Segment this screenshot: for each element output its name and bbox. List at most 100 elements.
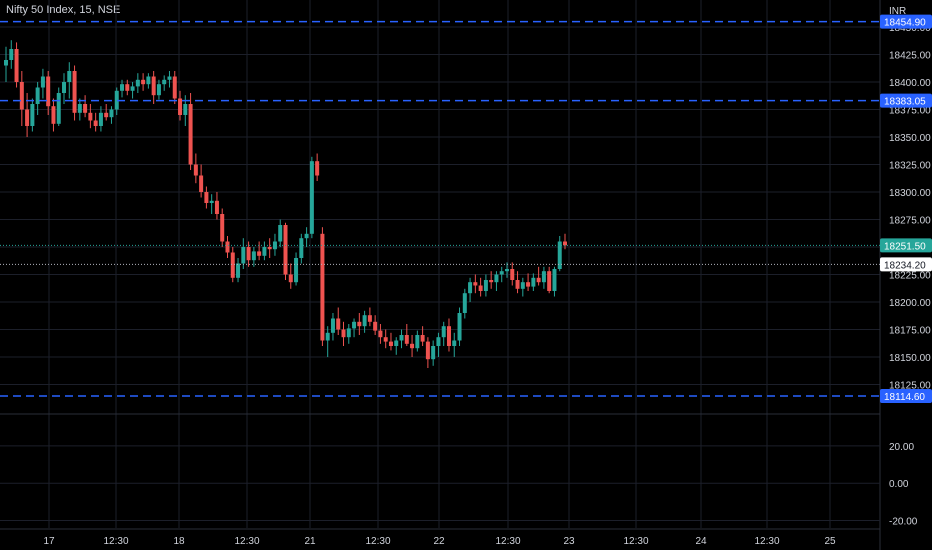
time-tick-label: 12:30 xyxy=(754,536,779,547)
candle-body xyxy=(504,269,509,272)
time-tick-label: 12:30 xyxy=(103,536,128,547)
candle-body xyxy=(25,109,30,126)
candle-body xyxy=(510,269,515,280)
candle-body xyxy=(304,233,309,239)
candle-body xyxy=(120,84,125,91)
candle-body xyxy=(19,82,24,110)
price-tick-label: 18375.00 xyxy=(889,106,931,117)
candle-body xyxy=(378,330,383,338)
candle-body xyxy=(172,76,177,99)
candle-body xyxy=(257,251,262,256)
candle-body xyxy=(436,337,441,346)
candle-body xyxy=(352,321,357,329)
candle-body xyxy=(367,315,372,322)
candle-body xyxy=(336,318,341,330)
candle-body xyxy=(135,79,140,87)
candle-body xyxy=(246,247,251,261)
candle-body xyxy=(489,280,494,283)
horizontal-level-tag xyxy=(880,93,932,108)
candle-body xyxy=(462,293,467,313)
horizontal-level-tag xyxy=(880,14,932,29)
horizontal-level-label: 18114.60 xyxy=(884,392,925,403)
candle-body xyxy=(14,49,19,82)
candle-body xyxy=(130,86,135,91)
price-tick-label: 18125.00 xyxy=(889,381,931,392)
candle-body xyxy=(167,76,172,80)
price-tick-label: 18200.00 xyxy=(889,298,931,309)
candle-body xyxy=(515,280,520,289)
candle-body xyxy=(193,164,198,176)
candle-body xyxy=(330,318,335,333)
candle-body xyxy=(114,90,119,110)
price-tick-label: 18150.00 xyxy=(889,353,931,364)
candle-body xyxy=(199,175,204,192)
time-tick-label: 18 xyxy=(173,536,185,547)
candle-body xyxy=(473,282,478,286)
last-price-label: 18251.50 xyxy=(884,241,926,252)
osc-tick-label: 0.00 xyxy=(889,479,909,490)
candle-body xyxy=(325,332,330,341)
candle-body xyxy=(156,84,161,96)
candle-body xyxy=(4,60,8,66)
last-price-tag xyxy=(880,238,932,253)
candle-body xyxy=(241,247,246,264)
candle-body xyxy=(9,49,14,60)
price-tick-label: 18350.00 xyxy=(889,133,931,144)
candle-body xyxy=(51,106,56,124)
price-tick-label: 18425.00 xyxy=(889,51,931,62)
candle-body xyxy=(141,79,146,85)
price-tick-label: 18225.00 xyxy=(889,271,931,282)
time-tick-label: 23 xyxy=(563,536,575,547)
time-tick-label: 21 xyxy=(304,536,316,547)
candle-body xyxy=(251,251,256,261)
candle-body xyxy=(283,225,288,275)
candle-body xyxy=(98,112,103,126)
candle-body xyxy=(220,214,225,242)
candle-body xyxy=(262,247,267,256)
candle-body xyxy=(320,233,325,341)
candle-body xyxy=(183,104,188,115)
price-tick-label: 18175.00 xyxy=(889,326,931,337)
candle-body xyxy=(341,329,346,338)
time-tick-label: 24 xyxy=(695,536,707,547)
candle-body xyxy=(62,82,67,93)
candle-body xyxy=(420,335,425,342)
candle-body xyxy=(104,112,109,118)
horizontal-level-tag xyxy=(880,388,932,403)
candle-body xyxy=(531,277,536,287)
candle-body xyxy=(146,76,151,85)
prev-close-label: 18234.20 xyxy=(884,260,926,271)
candle-body xyxy=(394,340,399,346)
candle-body xyxy=(468,282,473,294)
price-tick-label: 18275.00 xyxy=(889,216,931,227)
candle-body xyxy=(357,321,362,327)
time-tick-label: 12:30 xyxy=(495,536,520,547)
candle-body xyxy=(225,241,230,253)
candle-body xyxy=(93,120,98,126)
candle-body xyxy=(188,104,193,165)
osc-tick-label: -20.00 xyxy=(889,517,918,528)
candle-body xyxy=(557,241,562,269)
candle-body xyxy=(40,76,45,88)
price-tick-label: 18300.00 xyxy=(889,188,931,199)
candle-body xyxy=(388,341,393,346)
candle-body xyxy=(178,98,183,115)
currency-label: INR xyxy=(889,6,906,17)
candle-body xyxy=(46,76,51,107)
time-tick-label: 22 xyxy=(433,536,445,547)
candle-body xyxy=(431,346,436,360)
horizontal-level-label: 18454.90 xyxy=(884,18,926,29)
candle-body xyxy=(214,200,219,214)
candle-body xyxy=(478,285,483,291)
candle-body xyxy=(373,321,378,331)
candle-body xyxy=(56,93,61,124)
candle-body xyxy=(230,252,235,278)
time-tick-label: 12:30 xyxy=(234,536,259,547)
candle-body xyxy=(67,71,72,82)
time-tick-label: 12:30 xyxy=(365,536,390,547)
candle-body xyxy=(299,238,304,258)
candle-body xyxy=(315,161,320,176)
candle-body xyxy=(526,282,531,287)
candle-body xyxy=(410,343,415,349)
